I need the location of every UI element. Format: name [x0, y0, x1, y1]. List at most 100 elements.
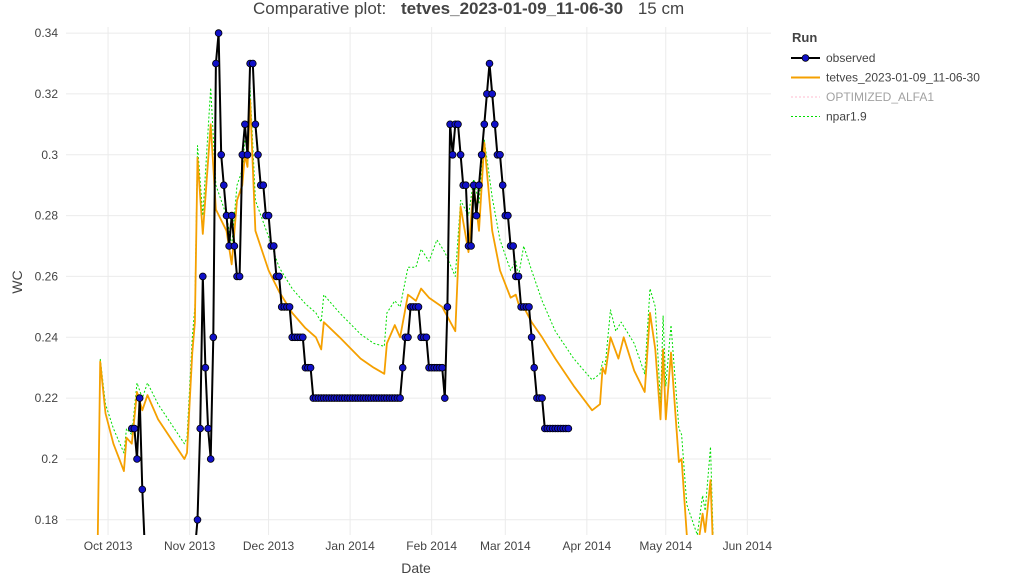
- y-tick-label: 0.32: [35, 87, 59, 101]
- y-axis-label: WC: [9, 270, 25, 293]
- observed-point: [199, 272, 207, 281]
- y-gridlines: [66, 32, 771, 521]
- y-tick-label: 0.18: [35, 513, 59, 527]
- x-tick-label: Nov 2013: [164, 539, 216, 553]
- observed-point: [456, 151, 465, 159]
- observed-point: [130, 424, 139, 433]
- observed-point: [138, 485, 147, 494]
- observed-point: [285, 303, 294, 311]
- x-gridlines: [107, 27, 748, 535]
- observed-point: [298, 333, 307, 342]
- observed-point: [440, 394, 449, 402]
- observed-point: [142, 547, 149, 554]
- observed-point: [504, 211, 512, 220]
- observed-point: [214, 29, 223, 37]
- observed-point: [209, 333, 218, 342]
- observed-point: [275, 272, 283, 281]
- observed-point: [206, 455, 215, 463]
- legend-marker: [801, 54, 810, 62]
- observed-point: [201, 363, 210, 372]
- observed-point: [527, 333, 536, 342]
- observed-point: [398, 363, 407, 372]
- chart-title-suffix: 15 cm: [638, 0, 684, 18]
- observed-point: [454, 120, 462, 129]
- observed-point: [251, 120, 260, 129]
- y-axis-ticks: 0.18 0.2 0.22 0.24 0.26 0.28 0.3 0.32 0.34: [35, 26, 59, 527]
- y-tick-label: 0.34: [35, 26, 59, 40]
- observed-point: [490, 120, 499, 129]
- observed-point: [259, 181, 268, 190]
- y-tick-label: 0.3: [41, 148, 58, 162]
- observed-point: [212, 59, 220, 68]
- observed-point: [193, 515, 202, 524]
- legend-item-OPTIMIZED_ALFA1[interactable]: OPTIMIZED_ALFA1: [791, 90, 934, 104]
- chart-title: Comparative plot: tetves_2023-01-09_11-0…: [253, 0, 684, 18]
- x-tick-label: Feb 2014: [406, 539, 457, 553]
- observed-point: [530, 363, 538, 372]
- legend-label: observed: [826, 51, 875, 65]
- observed-point: [220, 181, 228, 190]
- observed-point: [538, 394, 546, 402]
- observed-point: [438, 363, 447, 372]
- observed-point: [196, 424, 205, 433]
- observed-point: [514, 272, 523, 281]
- legend-item-npar1.9[interactable]: npar1.9: [791, 110, 867, 124]
- observed-point: [241, 120, 249, 129]
- observed-point: [264, 211, 273, 220]
- observed-point: [269, 242, 278, 250]
- observed-point: [217, 151, 226, 159]
- series-line-npar1.9: [97, 87, 714, 535]
- y-tick-label: 0.28: [35, 209, 59, 223]
- series-line-tetves_2023-01-09_11-06-30: [96, 99, 714, 535]
- observed-point: [204, 424, 212, 433]
- y-tick-label: 0.24: [35, 330, 59, 344]
- legend: Run observed tetves_2023-01-09_11-06-30 OP…: [791, 30, 980, 124]
- observed-point: [230, 242, 239, 250]
- observed-point: [414, 303, 423, 311]
- observed-point: [488, 90, 497, 98]
- chart-title-prefix: Comparative plot:: [253, 0, 386, 18]
- chart-title-run: tetves_2023-01-09_11-06-30: [401, 0, 623, 18]
- observed-point: [243, 151, 252, 159]
- observed-point: [480, 120, 489, 129]
- observed-point: [396, 394, 404, 402]
- legend-item-tetves_2023-01-09_11-06-30[interactable]: tetves_2023-01-09_11-06-30: [791, 71, 980, 85]
- legend-label: npar1.9: [826, 110, 867, 124]
- observed-point: [448, 151, 457, 159]
- observed-point: [249, 59, 257, 68]
- y-tick-label: 0.2: [41, 452, 58, 466]
- observed-point: [135, 394, 144, 402]
- x-tick-label: Oct 2013: [84, 539, 133, 553]
- x-axis-label: Date: [401, 560, 431, 576]
- observed-point: [133, 455, 141, 463]
- legend-label: OPTIMIZED_ALFA1: [826, 90, 934, 104]
- observed-point: [564, 424, 573, 433]
- x-axis-ticks: Oct 2013 Nov 2013 Dec 2013 Jan 2014 Feb 2014…: [84, 539, 773, 553]
- observed-point: [443, 303, 452, 311]
- x-tick-label: May 2014: [639, 539, 692, 553]
- x-tick-label: Dec 2013: [243, 539, 295, 553]
- observed-point: [462, 181, 470, 190]
- observed-point: [306, 363, 315, 372]
- observed-point: [467, 242, 475, 250]
- observed-point: [477, 151, 486, 159]
- legend-item-observed[interactable]: observed: [791, 51, 875, 65]
- observed-point: [485, 59, 494, 68]
- observed-point: [254, 151, 262, 159]
- x-tick-label: Jan 2014: [325, 539, 375, 553]
- x-tick-label: Jun 2014: [723, 539, 773, 553]
- observed-point: [472, 211, 481, 220]
- observed-point: [475, 181, 483, 190]
- y-tick-label: 0.26: [35, 269, 59, 283]
- observed-point: [496, 151, 504, 159]
- observed-point: [235, 272, 244, 281]
- observed-point: [227, 211, 236, 220]
- x-tick-label: Apr 2014: [563, 539, 612, 553]
- legend-label: tetves_2023-01-09_11-06-30: [826, 71, 980, 85]
- observed-point: [422, 333, 431, 342]
- observed-point: [404, 333, 412, 342]
- legend-title: Run: [792, 30, 817, 45]
- x-tick-label: Mar 2014: [480, 539, 531, 553]
- y-tick-label: 0.22: [35, 391, 59, 405]
